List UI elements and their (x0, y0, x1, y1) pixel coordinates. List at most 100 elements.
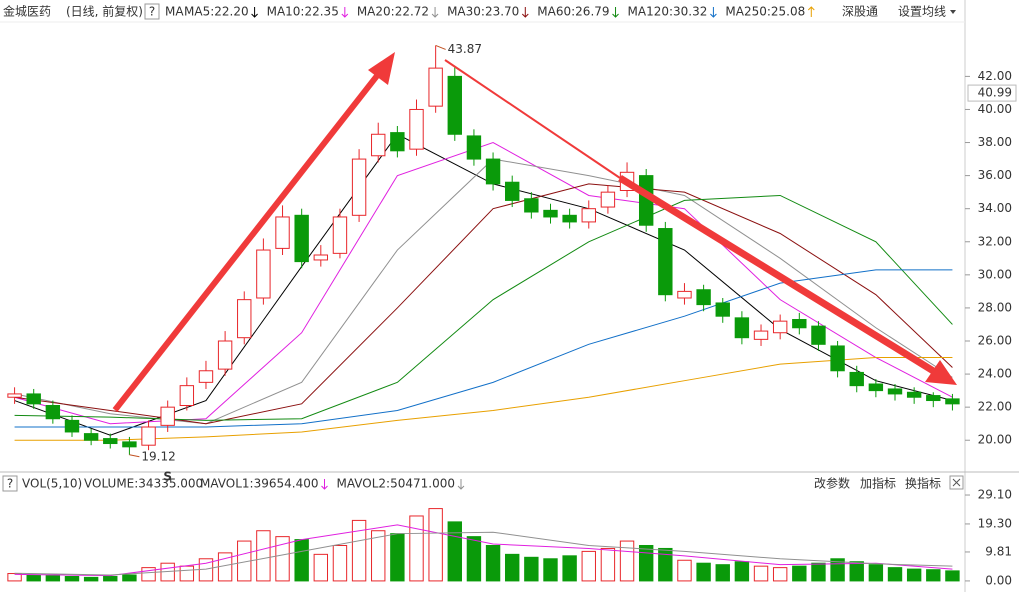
arrow-head (925, 360, 957, 385)
candle-body (677, 290, 692, 299)
volume-bar (696, 562, 711, 582)
y-tick-label: 0.00 (985, 573, 1012, 587)
y-tick-label: 36.00 (978, 168, 1012, 182)
volume-bar (351, 519, 367, 582)
trend-icon (807, 6, 815, 17)
signal: S (163, 469, 172, 483)
button[interactable]: 改参数 (814, 476, 850, 491)
ma-legend: MA120:30.32 (628, 5, 708, 19)
help-box[interactable] (2, 475, 18, 492)
ma-label: MA (165, 5, 184, 19)
close-button[interactable] (949, 475, 964, 490)
high-label: 43.87 (448, 42, 482, 56)
volume-bar (485, 544, 501, 582)
candle-body (217, 340, 233, 370)
y-tick-label: 22.00 (978, 400, 1012, 414)
volume-bar (26, 574, 41, 582)
volume-bar (256, 530, 271, 582)
candle-body (103, 438, 118, 445)
candle-body (600, 191, 616, 208)
volume-bar (562, 555, 577, 582)
help-box[interactable] (144, 3, 160, 20)
ma-legend: MA30:23.70 (447, 5, 519, 19)
volume-bar (466, 536, 482, 582)
candle-body (753, 330, 769, 340)
trend-icon (612, 7, 619, 18)
price-tag-label: 40.99 (978, 86, 1012, 100)
volume-bar (505, 553, 520, 582)
button[interactable]: 深股通 (842, 5, 878, 19)
trend-icon (321, 479, 328, 490)
y-tick-label: 24.00 (978, 367, 1012, 381)
candle-body (715, 302, 730, 317)
volume-bar (447, 521, 462, 582)
candle-body (332, 216, 348, 254)
candle-body (505, 181, 520, 201)
candle-body (543, 209, 558, 218)
candle-body (7, 393, 22, 398)
volume-bar (122, 574, 137, 582)
trend-icon (710, 7, 717, 18)
candle-body (390, 132, 405, 152)
volume-bar (83, 576, 99, 582)
volume-bar (600, 547, 616, 582)
candle-body (256, 249, 271, 299)
vol-title: VOL(5,10) (22, 477, 82, 491)
volume-bar (906, 568, 922, 582)
y-tick-label: 29.10 (978, 488, 1012, 502)
dropdown-icon[interactable] (950, 10, 956, 14)
candle-body (122, 441, 137, 448)
volume-bar (409, 515, 424, 582)
volume-bar (849, 561, 864, 582)
candle-body (160, 406, 175, 426)
y-tick-label: 9.81 (985, 544, 1012, 558)
help[interactable]: ? (149, 5, 155, 19)
button[interactable]: 换指标 (905, 476, 941, 491)
candle-body (141, 426, 156, 446)
y-tick-label: 42.00 (978, 69, 1012, 83)
y-tick-label: 40.00 (978, 102, 1012, 116)
candle-body (524, 198, 539, 213)
y-tick-label: 30.00 (978, 267, 1012, 281)
candle-body (409, 108, 424, 150)
help[interactable]: ? (7, 477, 13, 491)
stock-name: 金城医药 (3, 4, 51, 19)
candle-body (64, 419, 80, 433)
period: (日线, 前复权) (66, 4, 143, 19)
volume-bar (619, 540, 635, 582)
volume-bar (868, 564, 884, 582)
button[interactable]: 设置均线 (898, 5, 946, 19)
candle-body (198, 370, 214, 383)
volume-bar (753, 565, 769, 582)
candle-body (734, 317, 750, 339)
volume-label: VOLUME:34335.000 (84, 477, 203, 491)
volume-bar (543, 558, 558, 582)
button[interactable]: 加指标 (860, 476, 896, 491)
candle-body (887, 388, 903, 395)
candle-body (179, 385, 195, 406)
ma-legend: MA20:22.72 (357, 5, 429, 19)
candle-body (466, 135, 482, 160)
volume-bar (275, 536, 290, 582)
volume-bar (887, 567, 903, 582)
volume-bar (926, 569, 941, 582)
candle-body (428, 67, 443, 107)
volume-bar (581, 550, 596, 582)
y-tick-label: 28.00 (978, 300, 1012, 314)
candle-body (447, 75, 462, 135)
volume-bar (811, 562, 826, 582)
candle-body (926, 395, 941, 402)
candle-body (485, 158, 501, 185)
trend-arrow (618, 175, 937, 375)
candle-body (371, 133, 386, 157)
volume-bar (294, 539, 309, 582)
marks: 20.00 22.00 24.00 26.00 28.00 30.00 32.00 34.00… (7, 5, 1017, 587)
candle-body (830, 345, 845, 372)
volume-bar (313, 553, 329, 582)
close-icon[interactable] (952, 478, 961, 487)
candle-body (275, 216, 290, 249)
price-tag (967, 84, 1017, 102)
candle-body (792, 319, 807, 329)
